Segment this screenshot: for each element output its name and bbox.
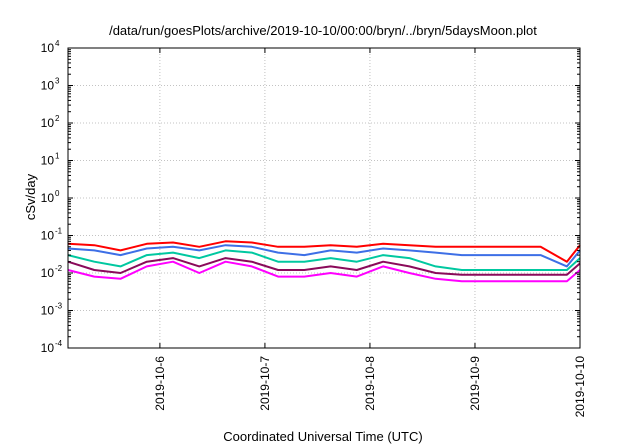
grid bbox=[68, 48, 581, 348]
x-axis-label: Coordinated Universal Time (UTC) bbox=[223, 429, 422, 444]
y-tick-exponent: -1 bbox=[55, 227, 63, 236]
y-tick-exponent: -4 bbox=[55, 339, 63, 348]
x-tick-label: 2019-10-8 bbox=[363, 356, 377, 411]
series-line-0 bbox=[67, 240, 581, 263]
y-tick-exponent: 3 bbox=[55, 77, 60, 86]
y-tick-exponent: 4 bbox=[55, 39, 60, 48]
y-tick-label: 10 bbox=[41, 229, 55, 243]
y-tick-label: 10 bbox=[41, 116, 55, 130]
y-tick-label: 10 bbox=[41, 304, 55, 318]
x-tick-label: 2019-10-7 bbox=[258, 356, 272, 411]
x-tick-label: 2019-10-9 bbox=[468, 356, 482, 411]
series-line-3 bbox=[67, 257, 581, 276]
series-line-2 bbox=[67, 249, 581, 271]
y-tick-exponent: 0 bbox=[55, 189, 60, 198]
y-tick-exponent: 1 bbox=[55, 152, 60, 161]
x-tick-label: 2019-10-6 bbox=[153, 356, 167, 411]
series-line-4 bbox=[67, 260, 581, 283]
y-tick-label: 10 bbox=[41, 154, 55, 168]
y-tick-exponent: -3 bbox=[55, 302, 63, 311]
y-tick-label: 10 bbox=[41, 341, 55, 355]
y-tick-exponent: 2 bbox=[55, 114, 60, 123]
y-tick-label: 10 bbox=[41, 41, 55, 55]
y-tick-exponent: -2 bbox=[55, 264, 63, 273]
chart-title: /data/run/goesPlots/archive/2019-10-10/0… bbox=[109, 23, 537, 38]
y-tick-label: 10 bbox=[41, 79, 55, 93]
y-tick-label: 10 bbox=[41, 191, 55, 205]
x-tick-label: 2019-10-10 bbox=[573, 356, 587, 418]
series-group bbox=[67, 240, 581, 283]
x-axis: 2019-10-6 2019-10-7 2019-10-8 2019-10-9 2019… bbox=[153, 48, 587, 417]
y-tick-label: 10 bbox=[41, 266, 55, 280]
series-line-1 bbox=[67, 244, 581, 268]
y-axis-label: cSv/day bbox=[23, 173, 38, 220]
